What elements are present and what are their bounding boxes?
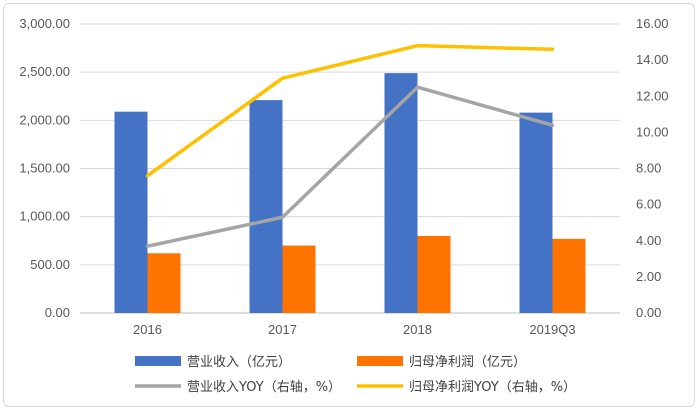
right-axis-ticks: 0.00 2.00 4.00 6.00 8.00 10.00 12.00 14.00 16.00: [636, 16, 669, 320]
legend-label: 营业收入（亿元）: [187, 355, 291, 370]
left-tick-label: 1,000.00: [19, 209, 70, 224]
right-tick-label: 8.00: [636, 161, 661, 176]
left-tick-label: 3,000.00: [19, 16, 70, 31]
x-tick-label: 2019Q3: [529, 322, 575, 337]
right-tick-label: 2.00: [636, 269, 661, 284]
bar: [114, 111, 148, 313]
bar: [249, 100, 283, 313]
legend-label: 归母净利润（亿元）: [409, 355, 526, 370]
bar: [282, 245, 316, 313]
legend: 营业收入（亿元） 归母净利润（亿元） 营业收入YOY（右轴，%） 归母净利润YOY（右…: [135, 355, 576, 395]
x-tick-label: 2016: [133, 322, 162, 337]
right-tick-label: 6.00: [636, 197, 661, 212]
left-tick-label: 500.00: [30, 257, 70, 272]
bar-series: [114, 73, 586, 313]
bar: [417, 235, 451, 313]
legend-swatch: [357, 356, 403, 366]
series-line: [145, 43, 555, 178]
x-tick-label: 2017: [268, 322, 297, 337]
bar: [519, 112, 553, 313]
right-tick-label: 16.00: [636, 16, 669, 31]
right-tick-label: 4.00: [636, 233, 661, 248]
legend-swatch: [135, 356, 181, 366]
right-tick-label: 10.00: [636, 124, 669, 139]
series-line: [145, 85, 555, 248]
left-tick-label: 1,500.00: [19, 161, 70, 176]
legend-label: 归母净利润YOY（右轴，%）: [409, 380, 576, 395]
left-tick-label: 0.00: [45, 305, 70, 320]
x-axis: 2016 2017 2018 2019Q3: [133, 322, 576, 337]
left-tick-label: 2,500.00: [19, 64, 70, 79]
x-tick-label: 2018: [403, 322, 432, 337]
right-tick-label: 0.00: [636, 305, 661, 320]
right-tick-label: 14.00: [636, 52, 669, 67]
left-tick-label: 2,000.00: [19, 112, 70, 127]
left-axis-ticks: 0.00 500.00 1,000.00 1,500.00 2,000.00 2,500.…: [19, 16, 70, 320]
bar: [384, 73, 418, 313]
line-series: [145, 43, 555, 248]
right-tick-label: 12.00: [636, 88, 669, 103]
bar: [147, 253, 181, 313]
bar: [552, 238, 586, 313]
legend-label: 营业收入YOY（右轴，%）: [187, 380, 341, 395]
